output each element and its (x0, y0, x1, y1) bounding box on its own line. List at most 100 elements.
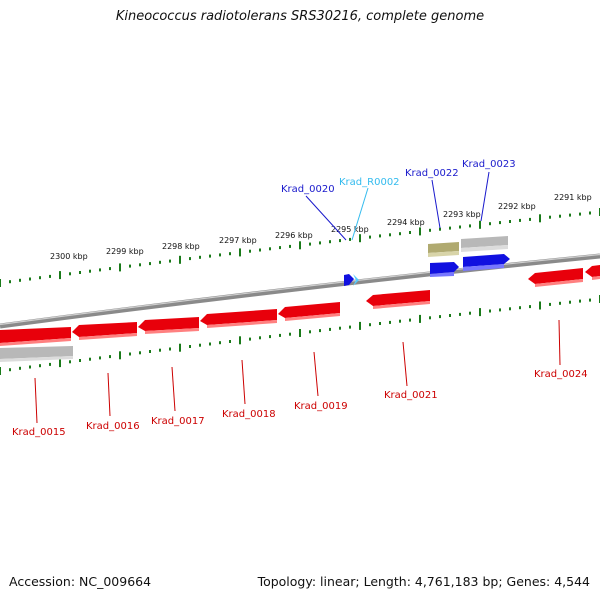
kbp-label-2296: 2296 kbp (275, 231, 313, 240)
lower-tick-44 (439, 315, 441, 319)
lower-tick-11 (109, 355, 111, 359)
lower-tick-20 (199, 343, 201, 347)
kbp-label-2291: 2291 kbp (554, 193, 592, 202)
gene-label-krad-0021[interactable]: Krad_0021 (384, 390, 438, 401)
lower-tick-35 (349, 325, 351, 329)
lower-tick-50 (499, 308, 501, 312)
upper-tick-16 (159, 260, 161, 264)
lower-tick-54 (539, 301, 541, 310)
lower-tick-8 (79, 359, 81, 362)
gene-arrow-krad-0021[interactable] (366, 290, 430, 309)
upper-tick-59 (589, 211, 591, 215)
lower-tick-29 (289, 332, 291, 336)
lower-tick-16 (159, 348, 161, 352)
gene-label-krad-0015[interactable]: Krad_0015 (12, 427, 66, 438)
reverse-strand-genes (0, 265, 600, 362)
kbp-label-2297: 2297 kbp (219, 236, 257, 245)
lower-tick-19 (189, 345, 191, 348)
upper-tick-31 (309, 242, 311, 246)
lower-tick-47 (469, 311, 471, 315)
accession-text: Accession: NC_009664 (9, 574, 152, 589)
lower-tick-33 (329, 327, 331, 331)
gene-arrow-krad-0024[interactable] (528, 268, 583, 287)
lower-tick-48 (479, 308, 481, 317)
upper-tick-54 (539, 214, 541, 223)
upper-tick-30 (299, 241, 301, 250)
lower-tick-52 (519, 306, 521, 310)
kbp-label-2295: 2295 kbp (331, 225, 369, 234)
upper-tick-2 (19, 278, 21, 282)
gene-arrow-krad-0015[interactable] (0, 327, 71, 346)
lower-tick-40 (399, 319, 401, 323)
genome-backbone (0, 253, 600, 329)
upper-tick-4 (39, 276, 41, 280)
upper-tick-39 (389, 233, 391, 237)
upper-tick-1 (9, 280, 11, 284)
upper-tick-3 (29, 277, 31, 281)
upper-tick-57 (569, 213, 571, 217)
lower-tick-22 (219, 341, 221, 345)
lower-tick-7 (69, 360, 71, 364)
upper-tick-45 (449, 226, 451, 230)
pseudo-gene-lower[interactable] (0, 346, 73, 362)
lower-tick-34 (339, 326, 341, 330)
gene-arrow-krad-0023[interactable] (463, 254, 510, 271)
lower-tick-18 (179, 343, 181, 352)
upper-tick-5 (49, 274, 51, 278)
lower-tick-23 (229, 340, 231, 343)
upper-tick-8 (79, 271, 81, 274)
lower-tick-17 (169, 347, 171, 351)
rna-arrow-krad-r0002[interactable] (353, 274, 359, 286)
gene-label-krad-0017[interactable]: Krad_0017 (151, 416, 205, 427)
gene-arrow-krad-0022[interactable] (430, 262, 459, 277)
upper-tick-46 (459, 225, 461, 229)
kbp-label-2293: 2293 kbp (443, 210, 481, 219)
kbp-label-2298: 2298 kbp (162, 242, 200, 251)
lower-tick-13 (129, 352, 131, 356)
lower-tick-53 (529, 305, 531, 309)
upper-tick-35 (349, 237, 351, 241)
upper-tick-50 (499, 221, 501, 225)
upper-tick-52 (519, 218, 521, 222)
gene-arrow-krad-0019[interactable] (278, 302, 340, 321)
lower-tick-15 (149, 350, 151, 353)
upper-tick-10 (99, 268, 101, 272)
upper-tick-23 (229, 252, 231, 256)
gene-arrow-krad-0025[interactable] (585, 265, 600, 280)
gene-label-krad-0018[interactable]: Krad_0018 (222, 409, 276, 420)
upper-tick-44 (439, 227, 441, 231)
upper-tick-15 (149, 262, 151, 266)
pseudo-gene-upper[interactable] (461, 236, 508, 252)
gene-label-krad-0024[interactable]: Krad_0024 (534, 369, 588, 380)
upper-tick-20 (199, 255, 201, 259)
lower-tick-30 (299, 329, 301, 337)
lower-tick-21 (209, 342, 211, 346)
gene-label-krad-r0002[interactable]: Krad_R0002 (339, 177, 400, 188)
upper-scale-ticks (0, 208, 600, 287)
olive-gene-box[interactable] (428, 242, 459, 257)
kbp-label-2294: 2294 kbp (387, 218, 425, 227)
gene-arrow-krad-0020[interactable] (344, 274, 354, 286)
gene-label-krad-0022[interactable]: Krad_0022 (405, 168, 459, 179)
upper-tick-41 (409, 231, 411, 234)
gene-label-krad-0019[interactable]: Krad_0019 (294, 401, 348, 412)
gene-label-krad-0016[interactable]: Krad_0016 (86, 421, 140, 432)
gene-label-krad-0020[interactable]: Krad_0020 (281, 184, 335, 195)
gene-arrow-krad-0018[interactable] (200, 309, 277, 328)
upper-tick-22 (219, 253, 221, 257)
gene-arrow-krad-0016[interactable] (72, 322, 137, 340)
lower-tick-3 (29, 365, 31, 369)
upper-tick-40 (399, 232, 401, 236)
lower-tick-49 (489, 309, 491, 313)
upper-tick-25 (249, 249, 251, 253)
upper-tick-19 (189, 257, 191, 261)
lower-tick-25 (249, 337, 251, 341)
lower-tick-59 (589, 298, 591, 302)
upper-tick-13 (129, 264, 131, 268)
lower-tick-0 (0, 367, 1, 375)
upper-tick-24 (239, 248, 241, 257)
gene-label-krad-0023[interactable]: Krad_0023 (462, 159, 516, 170)
upper-tick-28 (279, 246, 281, 250)
gene-arrow-krad-0017[interactable] (138, 317, 199, 334)
kbp-labels: 2300 kbp 2299 kbp 2298 kbp 2297 kbp 2296… (50, 193, 592, 261)
